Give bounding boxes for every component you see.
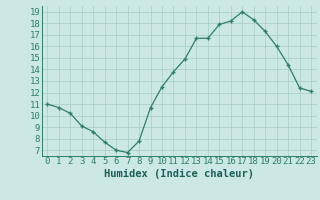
X-axis label: Humidex (Indice chaleur): Humidex (Indice chaleur) <box>104 169 254 179</box>
